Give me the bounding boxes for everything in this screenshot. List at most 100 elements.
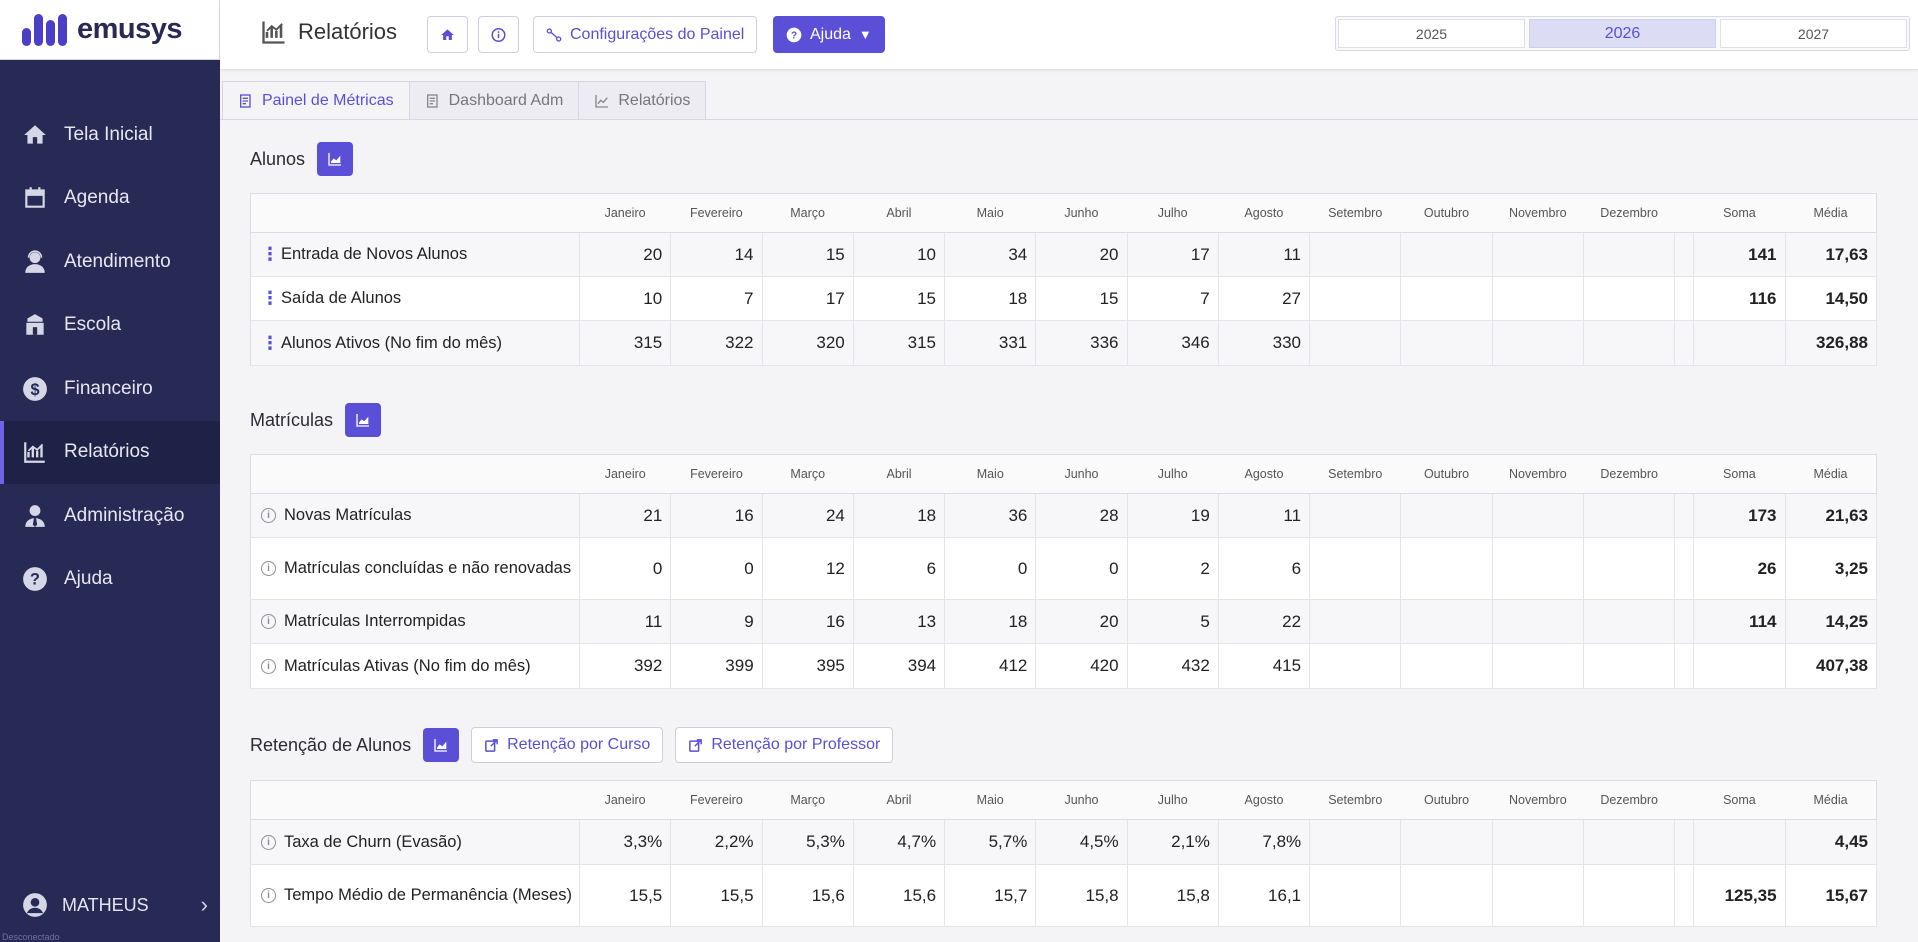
column-header-media: Média xyxy=(1785,780,1877,820)
column-header-media: Média xyxy=(1785,454,1877,494)
help-dropdown-button[interactable]: ? Ajuda ▼ xyxy=(773,16,885,53)
value-cell xyxy=(1583,537,1676,600)
tab-painel-de-metricas[interactable]: Painel de Métricas xyxy=(222,81,410,120)
value-cell: 16 xyxy=(670,493,763,538)
average-cell: 21,63 xyxy=(1785,493,1877,538)
column-header: Dezembro xyxy=(1583,780,1675,820)
retencao-chart-button[interactable] xyxy=(423,728,460,762)
sum-cell: 141 xyxy=(1693,232,1786,277)
value-cell: 24 xyxy=(762,493,854,538)
info-button[interactable] xyxy=(478,16,519,53)
year-button-2026[interactable]: 2026 xyxy=(1529,19,1716,48)
sidebar-item-financeiro[interactable]: $ Financeiro xyxy=(0,357,220,421)
table-header-row: Janeiro Fevereiro Março Abril Maio Junho Julho… xyxy=(250,193,1877,233)
value-cell: 7,8% xyxy=(1218,819,1311,865)
user-menu[interactable]: MATHEUS › xyxy=(0,880,220,930)
column-header-soma: Soma xyxy=(1693,193,1786,233)
value-cell xyxy=(1400,599,1493,644)
row-label-cell: i Taxa de Churn (Evasão) xyxy=(250,819,580,865)
column-header: Dezembro xyxy=(1583,193,1675,233)
matriculas-chart-button[interactable] xyxy=(345,403,382,437)
info-icon[interactable]: i xyxy=(261,658,276,674)
value-cell: 15,6 xyxy=(762,864,854,927)
tab-divider xyxy=(220,119,1918,120)
section-alunos-header: Alunos xyxy=(250,142,354,176)
value-cell: 11 xyxy=(1218,232,1311,277)
kebab-menu-icon[interactable]: ⋮ xyxy=(261,288,279,308)
value-cell xyxy=(1583,493,1676,538)
sidebar-item-administracao[interactable]: Administração xyxy=(0,484,220,548)
value-cell: 336 xyxy=(1035,320,1128,366)
alunos-chart-button[interactable] xyxy=(317,142,354,176)
value-cell: 36 xyxy=(944,493,1037,538)
column-header: Novembro xyxy=(1492,454,1584,494)
sidebar-item-atendimento[interactable]: Atendimento xyxy=(0,230,220,294)
tab-relatorios[interactable]: Relatórios xyxy=(579,81,707,120)
value-cell: 17 xyxy=(1127,232,1219,277)
sidebar-item-ajuda[interactable]: ? Ajuda xyxy=(0,548,220,612)
value-cell: 15,8 xyxy=(1035,864,1128,927)
row-label-cell: i Matrículas Ativas (No fim do mês) xyxy=(250,643,581,689)
value-cell: 415 xyxy=(1218,643,1311,689)
value-cell xyxy=(1583,819,1676,865)
sidebar-item-escola[interactable]: Escola xyxy=(0,294,220,358)
kebab-menu-icon[interactable]: ⋮ xyxy=(261,244,279,264)
value-cell xyxy=(1583,276,1676,321)
column-header-soma: Soma xyxy=(1693,780,1786,820)
sidebar-item-label: Financeiro xyxy=(64,377,153,399)
info-icon[interactable]: i xyxy=(261,508,276,523)
sidebar-item-agenda[interactable]: Agenda xyxy=(0,167,220,231)
tab-dashboard-adm[interactable]: Dashboard Adm xyxy=(409,81,580,120)
value-cell xyxy=(1400,232,1493,277)
question-circle-icon: ? xyxy=(22,566,48,592)
chart-line-icon xyxy=(262,21,285,44)
sidebar-item-tela-inicial[interactable]: Tela Inicial xyxy=(0,103,220,167)
column-header: Fevereiro xyxy=(670,454,763,494)
value-cell: 10 xyxy=(853,232,946,277)
value-cell xyxy=(1492,643,1585,689)
calendar-icon xyxy=(22,185,48,211)
value-cell xyxy=(1400,864,1493,927)
column-header: Abril xyxy=(853,193,945,233)
section-title: Retenção de Alunos xyxy=(250,734,412,755)
retencao-por-professor-button[interactable]: Retenção por Professor xyxy=(675,727,894,763)
user-tie-icon xyxy=(22,503,48,529)
column-header: Julho xyxy=(1127,454,1219,494)
column-header: Janeiro xyxy=(579,454,671,494)
value-cell: 10 xyxy=(579,276,672,321)
panel-settings-button[interactable]: Configurações do Painel xyxy=(533,16,758,53)
retencao-por-curso-button[interactable]: Retenção por Curso xyxy=(471,727,664,763)
value-cell: 432 xyxy=(1127,643,1219,689)
kebab-menu-icon[interactable]: ⋮ xyxy=(261,332,279,353)
value-cell: 5 xyxy=(1127,599,1219,644)
value-cell xyxy=(1309,643,1402,689)
section-retencao-header: Retenção de Alunos Retenção por Curso Re… xyxy=(250,727,894,763)
home-icon xyxy=(22,122,48,148)
year-button-2027[interactable]: 2027 xyxy=(1720,19,1907,48)
value-cell xyxy=(1309,276,1402,321)
chart-area-icon xyxy=(434,739,448,752)
value-cell: 399 xyxy=(670,643,763,689)
logo[interactable]: emusys xyxy=(0,0,220,60)
year-selector: 2025 2026 2027 xyxy=(1335,16,1910,51)
year-button-2025[interactable]: 2025 xyxy=(1338,19,1525,48)
column-header: Abril xyxy=(853,780,945,820)
row-label: Tempo Médio de Permanência (Meses) xyxy=(284,886,572,904)
value-cell xyxy=(1583,643,1676,689)
info-icon[interactable]: i xyxy=(261,834,276,850)
value-cell: 412 xyxy=(944,643,1037,689)
value-cell: 395 xyxy=(762,643,854,689)
info-icon[interactable]: i xyxy=(261,561,276,576)
value-cell: 0 xyxy=(670,537,763,600)
sum-cell: 125,35 xyxy=(1693,864,1786,927)
sidebar-item-relatorios[interactable]: Relatórios xyxy=(0,420,220,484)
info-icon[interactable]: i xyxy=(261,614,276,629)
column-header: Junho xyxy=(1035,780,1128,820)
sidebar-item-label: Administração xyxy=(64,504,185,526)
home-button[interactable] xyxy=(427,16,468,53)
column-header: Agosto xyxy=(1218,193,1310,233)
info-icon[interactable]: i xyxy=(261,888,276,903)
row-label-cell: i Matrículas Interrompidas xyxy=(250,599,581,644)
value-cell: 320 xyxy=(762,320,854,366)
value-cell xyxy=(1309,599,1402,644)
